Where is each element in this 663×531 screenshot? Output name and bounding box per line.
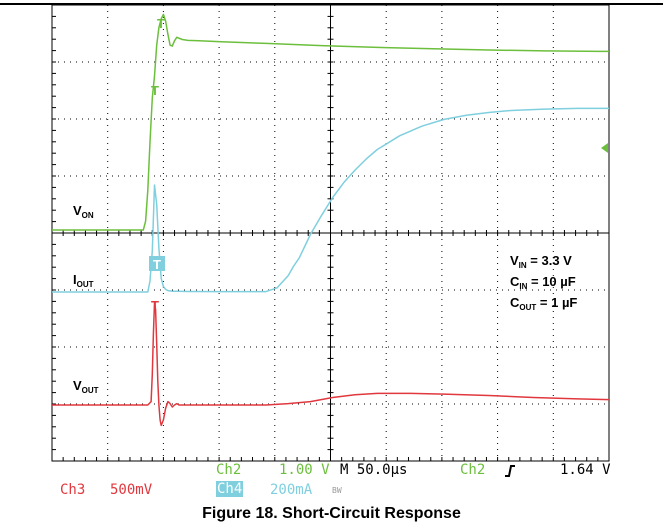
ch4-trigger-marker: T [153, 257, 161, 272]
trace-i-out [52, 107, 609, 293]
label-iout: IOUT [73, 272, 94, 289]
ch4-marker-box [149, 256, 165, 271]
figure-caption: Figure 18. Short-Circuit Response [202, 505, 461, 522]
ch2-name: Ch2 [216, 462, 242, 478]
label-von: VON [73, 203, 94, 220]
ch2-scale: 1.00 V [279, 462, 330, 478]
condition-vin: VIN = 3.3 V [510, 253, 572, 270]
ch4-name: Ch4 [216, 481, 244, 497]
timebase: M 50.0µs [340, 462, 408, 478]
trace-v-on [52, 13, 609, 231]
trigger-source: Ch2 [460, 462, 486, 478]
trace-v-out [52, 302, 610, 427]
ch2-trigger-marker: T [151, 83, 159, 98]
rising-edge-icon [505, 465, 515, 477]
ch4-scale: 200mA [270, 482, 313, 498]
condition-cin: CIN = 10 µF [510, 274, 576, 291]
ch3-name: Ch3 [60, 482, 86, 498]
condition-cout: COUT = 1 µF [510, 295, 578, 312]
trigger-level: 1.64 V [560, 462, 611, 478]
ch3-trigger-marker: T [151, 298, 159, 313]
trigger-position-marker: T [157, 16, 165, 31]
trigger-level-arrow-icon [601, 143, 608, 153]
ch3-scale: 500mV [110, 482, 153, 498]
traces [52, 13, 610, 427]
top-rule [0, 3, 663, 5]
oscilloscope-plot: T T T T [51, 4, 610, 462]
label-vout: VOUT [73, 378, 99, 395]
bandwidth-limit-label: BW [332, 486, 342, 495]
markers: T T T T [149, 16, 608, 313]
graticule [51, 4, 610, 462]
